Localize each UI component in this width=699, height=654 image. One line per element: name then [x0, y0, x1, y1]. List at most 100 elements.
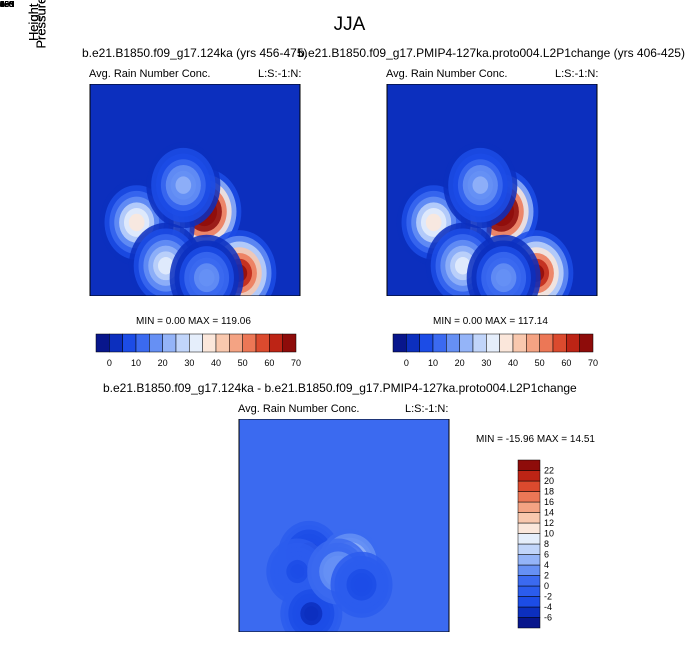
panel-3-y-tick-label: 400	[0, 0, 14, 9]
colorbar-label: 10	[544, 529, 554, 539]
colorbar-swatch	[135, 333, 150, 353]
panel-3-y2-axis-label: Height (km)	[26, 0, 42, 42]
panel-1-x-tick-label: 90N	[0, 0, 15, 9]
colorbar-label: 70	[588, 358, 598, 368]
panel-2-y-tick-label: 250	[0, 0, 14, 9]
colorbar-swatch	[189, 333, 203, 353]
panel-1-y2-tick-label: 12	[0, 0, 9, 9]
colorbar-swatch	[539, 333, 554, 353]
colorbar-swatch	[517, 617, 541, 629]
panel-1-y-tick-label: 400	[0, 0, 14, 9]
colorbar-swatch	[517, 459, 541, 471]
panel-1-title: b.e21.B1850.f09_g17.124ka (yrs 456-475)	[82, 46, 308, 60]
colorbar-label: 14	[544, 508, 554, 518]
panel-2-y-tick-label: 150	[0, 0, 14, 9]
panel-3-y2-tick-label: 16	[0, 0, 9, 9]
colorbar-swatch	[95, 333, 110, 353]
panel-1-colorbar: 0 10 20 30 40 50 60 70	[95, 333, 301, 368]
panel-1-y-tick-label: 850	[0, 0, 14, 9]
panel-1-contour-5-1	[198, 269, 215, 287]
panel-1-y-tick-label: 500	[0, 0, 14, 9]
colorbar-label: 30	[184, 358, 194, 368]
colorbar-swatch	[269, 333, 283, 353]
colorbar-swatch	[517, 501, 541, 513]
panel-1-y-tick-label: 250	[0, 0, 14, 9]
colorbar-label: 12	[544, 518, 554, 528]
panel-1-contour-4-1	[157, 257, 174, 275]
colorbar-swatch	[517, 470, 541, 482]
colorbar-label: 2	[544, 571, 549, 581]
colorbar-label: 0	[544, 581, 549, 591]
panel-3-y2-tick-label: 12	[0, 0, 9, 9]
panel-3-contour-5-1	[354, 577, 369, 593]
panel-3-min-max: MIN = -15.96 MAX = 14.51	[476, 434, 595, 445]
panel-2-plot	[386, 84, 598, 296]
panel-3-variable-label: Avg. Rain Number Conc.	[238, 403, 360, 415]
panel-1-x-tick-label: 60N	[0, 0, 15, 9]
colorbar-swatch	[512, 333, 527, 353]
colorbar-swatch	[459, 333, 474, 353]
panel-2-units-label: L:S:-1:N:	[555, 68, 599, 80]
panel-2-title: b.e21.B1850.f09_g17.PMIP4-127ka.proto004…	[298, 46, 685, 60]
panel-3-y-tick-label: 100	[0, 0, 14, 9]
panel-2-colorbar: 0 10 20 30 40 50 60 70	[392, 333, 598, 368]
colorbar-label: 40	[508, 358, 518, 368]
panel-1-y2-tick-label: 8	[0, 0, 5, 9]
colorbar-label: 8	[544, 539, 549, 549]
panel-2-x-tick-label: 30N	[0, 0, 15, 9]
panel-2-y-tick-label: 500	[0, 0, 14, 9]
panel-3-x-tick-label: 0	[0, 0, 5, 9]
panel-1-x-tick-label: 0	[0, 0, 5, 9]
colorbar-swatch	[517, 543, 541, 555]
colorbar-label: 18	[544, 487, 554, 497]
colorbar-label: 22	[544, 466, 554, 476]
colorbar-swatch	[122, 333, 137, 353]
panel-3-x-tick-label: 90N	[0, 0, 15, 9]
colorbar-swatch	[552, 333, 567, 353]
colorbar-swatch	[242, 333, 257, 353]
panel-2-y-tick-label: 100	[0, 0, 14, 9]
panel-1-variable-label: Avg. Rain Number Conc.	[89, 68, 211, 80]
colorbar-label: 70	[291, 358, 301, 368]
panel-2-y-tick-label: 400	[0, 0, 14, 9]
panel-2-x-tick-label: 30S	[0, 0, 15, 9]
panel-1-x-tick-label: 30N	[0, 0, 15, 9]
panel-1-y-tick-label: 300	[0, 0, 14, 9]
colorbar-swatch	[517, 480, 541, 492]
colorbar-swatch	[202, 333, 217, 353]
panel-1-contour-2-1	[128, 213, 145, 232]
plot-frame	[89, 84, 301, 296]
colorbar-label: 50	[238, 358, 248, 368]
panel-2-y-tick-label: 200	[0, 0, 14, 9]
colorbar-label: 6	[544, 550, 549, 560]
colorbar-label: 60	[561, 358, 571, 368]
plot-frame	[386, 84, 598, 296]
colorbar-label: 30	[481, 358, 491, 368]
colorbar-swatch	[392, 333, 407, 353]
colorbar-swatch	[472, 333, 487, 353]
panel-1-plot	[89, 84, 301, 296]
colorbar-swatch	[517, 512, 541, 524]
colorbar-swatch	[419, 333, 434, 353]
panel-2-y-tick-label: 300	[0, 0, 14, 9]
panel-1-x-tick-label: 60S	[0, 0, 15, 9]
panel-2-x-tick-label: 60S	[0, 0, 15, 9]
panel-3-y-tick-label: 300	[0, 0, 14, 9]
panel-2-x-tick-label: 60N	[0, 0, 15, 9]
panel-2-y2-tick-label: 16	[0, 0, 9, 9]
panel-3-title: b.e21.B1850.f09_g17.124ka - b.e21.B1850.…	[103, 381, 577, 395]
colorbar-swatch	[486, 333, 500, 353]
colorbar-label: 0	[107, 358, 112, 368]
panel-3-y-tick-label: 500	[0, 0, 14, 9]
panel-3-contour-2-1	[304, 606, 319, 621]
colorbar-swatch	[109, 333, 123, 353]
colorbar-label: 10	[428, 358, 438, 368]
panel-3-y-tick-label: 200	[0, 0, 14, 9]
colorbar-label: 4	[544, 560, 549, 570]
panel-3-x-tick-label: 30S	[0, 0, 15, 9]
colorbar-label: -2	[544, 592, 552, 602]
colorbar-label: -6	[544, 613, 552, 623]
panel-3-x-tick-label: 30N	[0, 0, 15, 9]
panel-3-x-tick-label: 60S	[0, 0, 15, 9]
